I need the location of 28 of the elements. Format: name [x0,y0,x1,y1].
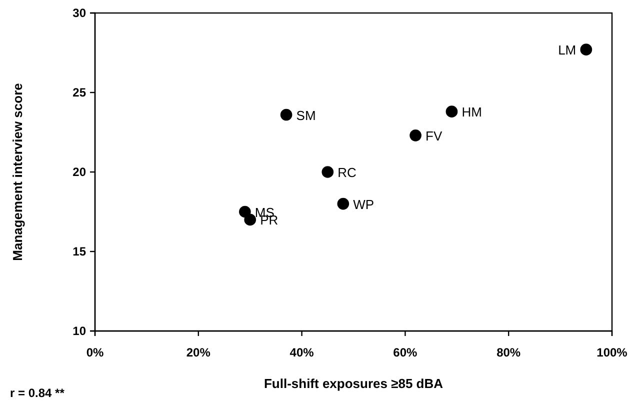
y-tick-label: 10 [72,324,86,338]
point [280,108,292,121]
point [244,214,256,226]
y-tick-label: 30 [72,6,86,20]
point [322,166,334,178]
y-axis-title: Management interview score [10,83,25,261]
point [446,106,458,118]
annotation: RC [338,165,356,180]
point [410,130,422,142]
x-tick-label: 20% [186,346,211,360]
y-tick-label: 20 [72,164,86,179]
text: r = 0.84 ** [10,386,65,400]
point [337,198,350,210]
x-tick-label: 60% [393,346,418,360]
x-tick-label: 40% [290,346,314,360]
y-tick-label: 25 [72,85,86,100]
x-axis-title: Full-shift exposures ≥85 dBA [264,376,444,391]
annotation: WP [353,196,374,212]
annotation: FV [426,128,442,144]
x-tick-label: 80% [496,346,521,360]
annotation: LM [558,42,576,58]
x-tick-label: 0% [86,346,104,360]
point [239,206,251,218]
x-tick-label: 100% [596,346,628,360]
point [580,44,592,56]
annotation: HM [462,104,482,120]
y-tick-label: 15 [72,244,86,258]
annotation: SM [296,108,316,123]
